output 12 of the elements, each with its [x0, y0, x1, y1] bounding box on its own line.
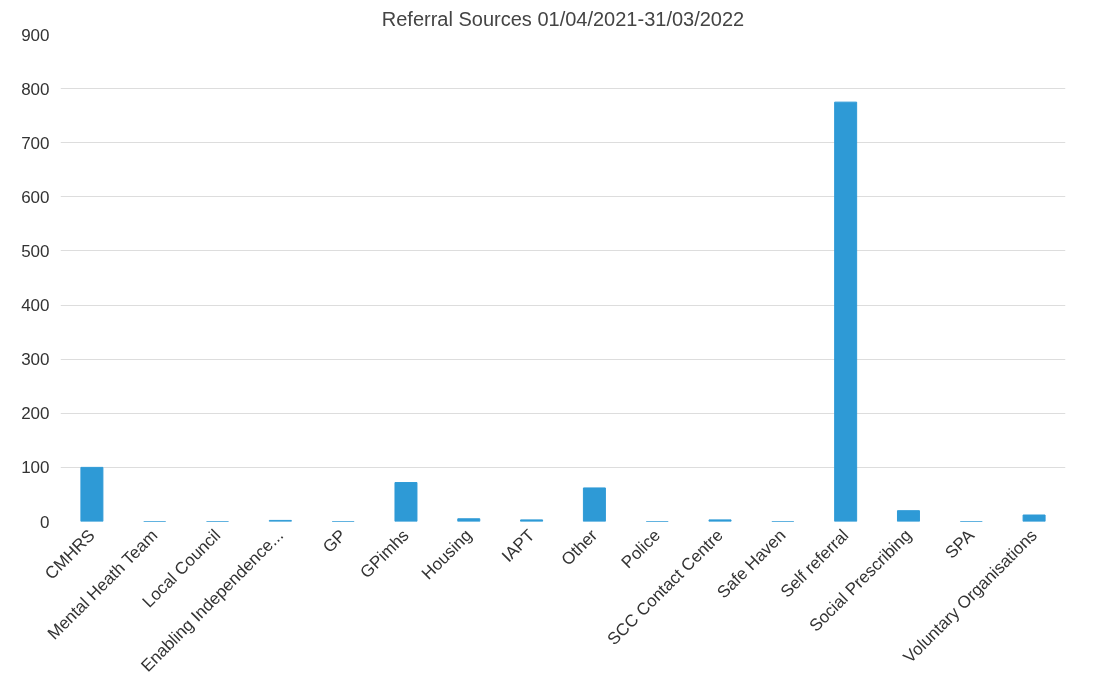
- y-tick-label: 800: [21, 79, 50, 99]
- y-tick-label: 900: [21, 25, 50, 45]
- y-tick-label: 300: [21, 350, 50, 370]
- y-tick-label: 500: [21, 241, 50, 261]
- x-tick-label: GP: [319, 525, 350, 557]
- y-tick-label: 400: [21, 296, 50, 316]
- chart-title: Referral Sources 01/04/2021-31/03/2022: [381, 7, 745, 30]
- y-tick-label: 200: [21, 404, 50, 424]
- y-tick-label: 100: [21, 458, 50, 478]
- y-tick-label: 700: [21, 133, 50, 153]
- y-tick-label: 600: [21, 187, 50, 207]
- y-tick-label: 0: [40, 512, 50, 532]
